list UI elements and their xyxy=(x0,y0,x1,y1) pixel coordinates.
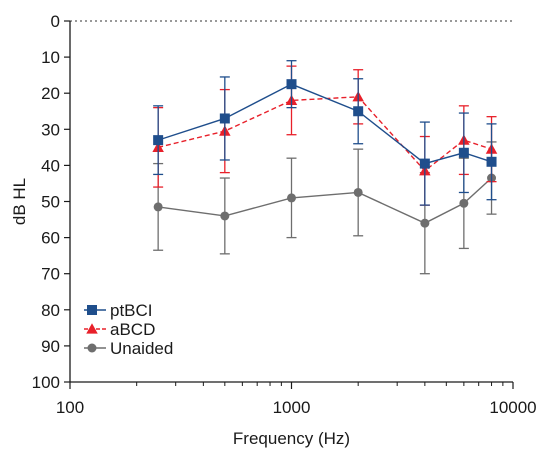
legend-marker xyxy=(87,305,97,315)
legend-item-unaided: Unaided xyxy=(84,339,173,358)
data-point xyxy=(419,158,430,169)
data-point xyxy=(420,218,430,228)
data-point xyxy=(286,79,297,90)
y-tick-label: 50 xyxy=(41,193,60,212)
series-line xyxy=(158,177,493,224)
data-point xyxy=(458,147,469,158)
legend-label: aBCD xyxy=(110,320,155,339)
data-point xyxy=(153,135,164,146)
data-point xyxy=(459,198,469,208)
data-point xyxy=(353,187,363,197)
series-abcd xyxy=(152,65,498,206)
x-tick-label: 100 xyxy=(56,398,84,417)
data-point xyxy=(287,193,296,203)
legend-label: Unaided xyxy=(110,339,173,358)
legend-marker xyxy=(87,343,97,353)
y-tick-label: 70 xyxy=(41,265,60,284)
data-point xyxy=(153,202,163,212)
legend-item-ptbci: ptBCI xyxy=(84,301,153,320)
y-axis-title: dB HL xyxy=(10,178,29,225)
ticks: 0 10 20 30 40 50 60 70 80 90 100 100 1000 10000 xyxy=(32,12,537,417)
y-tick-label: 40 xyxy=(41,156,60,175)
y-tick-label: 10 xyxy=(41,48,60,67)
y-tick-label: 0 xyxy=(51,12,60,31)
y-tick-label: 20 xyxy=(41,84,60,103)
series-line xyxy=(157,83,492,165)
legend-item-abcd: aBCD xyxy=(84,320,155,339)
x-tick-label: 1000 xyxy=(273,398,311,417)
y-tick-label: 30 xyxy=(41,120,60,139)
data-point xyxy=(353,106,364,117)
y-tick-label: 60 xyxy=(41,229,60,248)
legend-label: ptBCI xyxy=(110,301,153,320)
series-unaided xyxy=(153,141,497,275)
series-ptbci xyxy=(153,60,497,206)
y-tick-label: 90 xyxy=(41,337,60,356)
data-point xyxy=(486,156,497,167)
x-axis-title: Frequency (Hz) xyxy=(233,429,350,448)
data-point xyxy=(220,211,230,221)
data-point xyxy=(219,113,230,124)
legend-marker xyxy=(86,323,98,334)
y-tick-label: 100 xyxy=(32,373,60,392)
y-tick-label: 80 xyxy=(41,301,60,320)
x-tick-label: 10000 xyxy=(489,398,536,417)
series-line xyxy=(157,96,492,172)
series-layer xyxy=(152,60,498,275)
